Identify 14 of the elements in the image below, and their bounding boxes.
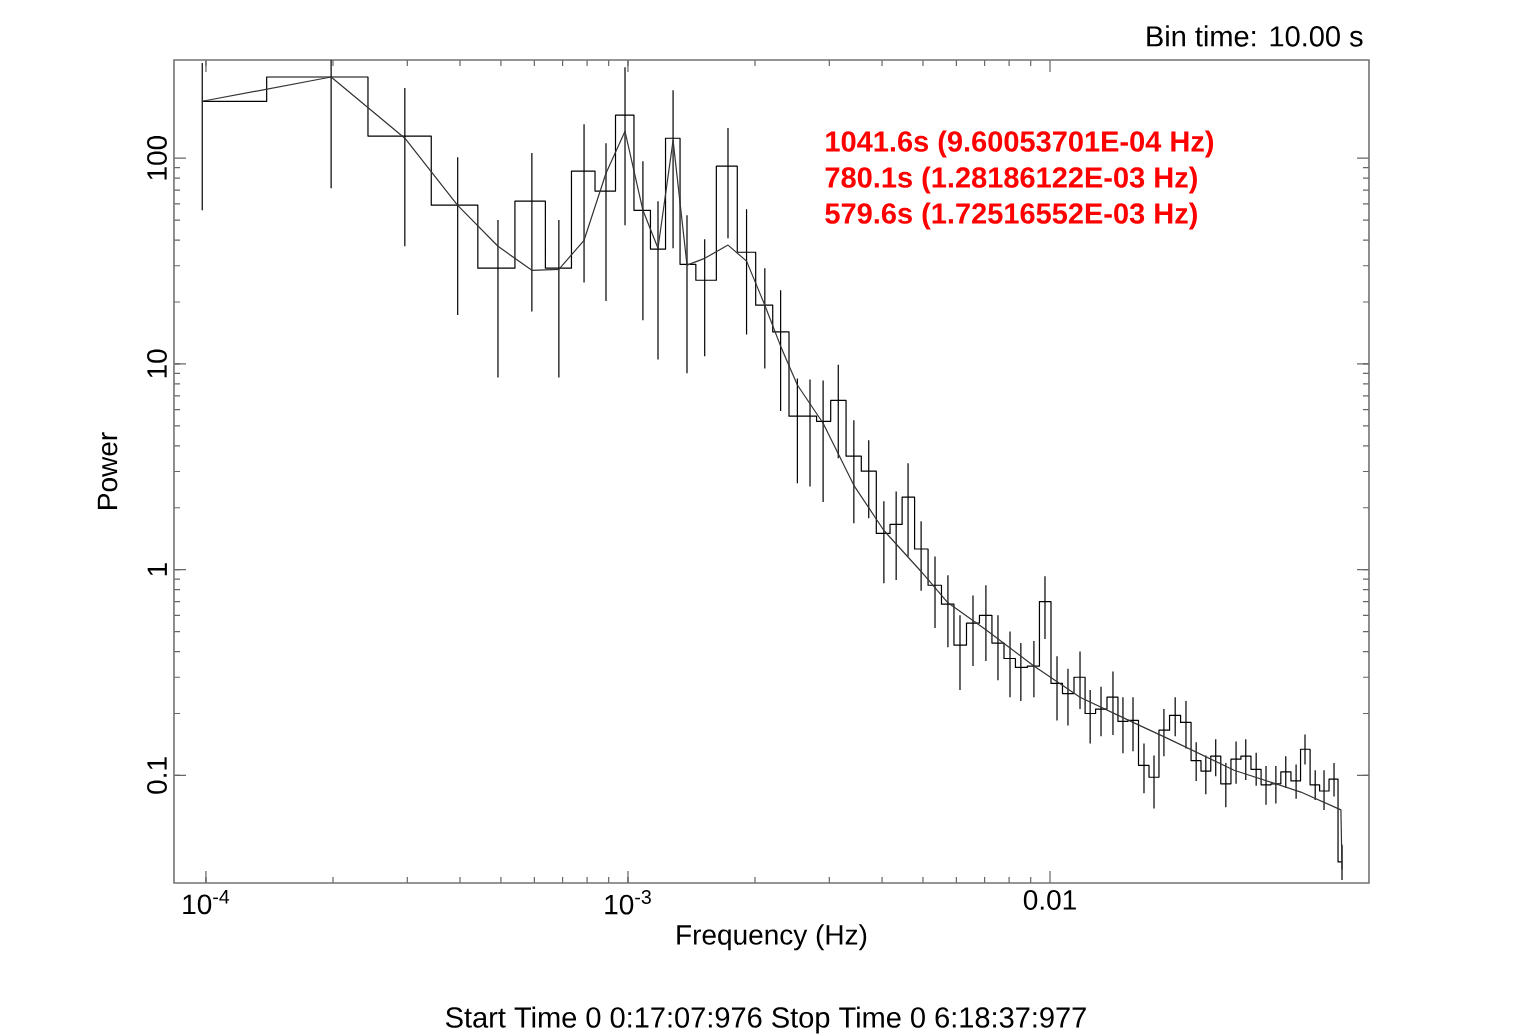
y-tick-label: 0.1	[147, 757, 167, 794]
annotation: 1041.6s (9.60053701E-04 Hz)	[826, 130, 1214, 158]
text: Start Time 0 0:17:07:976 Stop Time 0 6:18:37:977	[445, 1006, 1086, 1034]
x-tick-label: 10$^{-3}$	[605, 890, 651, 915]
x-axis-title: Frequency (Hz)	[677, 924, 867, 951]
x-tick-label: 0.01	[1023, 890, 1076, 910]
annotation: 579.6s (1.72516552E-03 Hz)	[825, 202, 1197, 230]
y-tick-label: 1	[147, 563, 167, 576]
y-axis-title: Power	[97, 432, 118, 509]
x-tick-label: 10$^{-4}$	[183, 890, 230, 915]
y-tick-label: 10	[147, 349, 167, 378]
y-tick-label: 100	[147, 135, 167, 180]
text: Bin time: 10.00 s	[1147, 25, 1363, 47]
annotation: 780.1s (1.28186122E-03 Hz)	[825, 166, 1197, 194]
